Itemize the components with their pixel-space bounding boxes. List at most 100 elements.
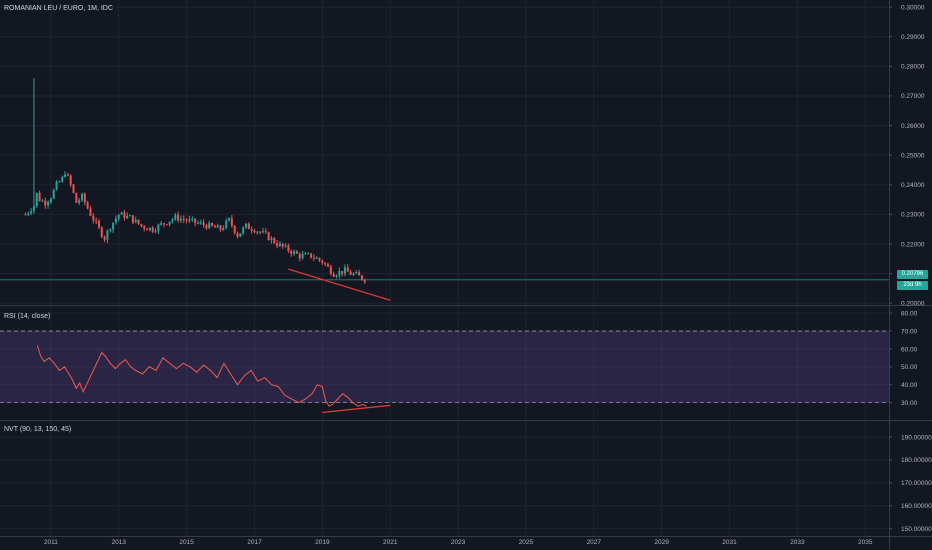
rsi-y-axis-tick-label: 70.00: [901, 328, 918, 335]
candle-body: [310, 253, 313, 258]
candle-body: [58, 181, 61, 183]
candle-body: [69, 175, 72, 185]
rsi-y-axis-tick-label: 30.00: [901, 400, 918, 407]
candle-body: [245, 223, 247, 228]
candle-body: [287, 245, 290, 251]
candle-body: [89, 208, 92, 216]
candle-body: [219, 225, 222, 230]
candle-body: [222, 227, 225, 230]
candle-body: [185, 219, 188, 221]
candle-body: [143, 226, 146, 229]
candle-body: [72, 184, 75, 193]
main-y-axis-tick-label: 0.23000: [901, 212, 925, 219]
candle-body: [247, 223, 250, 230]
x-axis-tick-label: 2025: [519, 539, 534, 546]
candle-body: [273, 238, 276, 244]
candle-body: [154, 230, 157, 232]
x-axis-tick-label: 2023: [451, 539, 466, 546]
candle-body: [168, 221, 171, 225]
rsi-y-axis-tick-label: 80.00: [901, 310, 918, 317]
candle-body: [236, 232, 239, 237]
candle-body: [27, 213, 30, 215]
candle-body: [250, 229, 253, 231]
candle-body: [253, 230, 256, 233]
candle-body: [92, 215, 95, 221]
main-y-axis-tick-label: 0.24000: [901, 182, 925, 189]
candle-body: [315, 258, 318, 260]
rsi-indicator-title[interactable]: RSI (14, close): [4, 313, 51, 320]
candle-body: [194, 218, 197, 223]
candle-body: [284, 245, 287, 247]
candle-body: [211, 223, 214, 226]
nvt-y-axis-tick-label: 170.00000: [901, 480, 932, 487]
last-price-badge: 0.20796: [897, 270, 928, 279]
candle-body: [151, 227, 154, 232]
candle-body: [66, 174, 69, 176]
candle-body: [30, 211, 33, 214]
candle-body: [100, 227, 103, 237]
rsi-y-axis-tick-label: 50.00: [901, 364, 918, 371]
main-y-axis-tick-label: 0.28000: [901, 64, 925, 71]
price-trendline[interactable]: [288, 268, 391, 301]
candle-body: [137, 219, 140, 225]
main-chart-title: ROMANIAN LEU / EURO, 1M, IDC: [4, 5, 113, 12]
candle-body: [293, 251, 296, 254]
main-y-axis-tick-label: 0.27000: [901, 93, 925, 100]
candle-body: [259, 231, 262, 233]
candle-body: [276, 243, 279, 247]
candle-body: [75, 192, 78, 203]
candle-body: [239, 233, 242, 237]
candle-body: [230, 218, 233, 226]
candle-body: [109, 229, 112, 231]
candle-body: [49, 198, 52, 202]
candle-body: [24, 214, 27, 216]
nvt-y-axis-tick-label: 190.00000: [901, 434, 932, 441]
candle-body: [304, 253, 307, 255]
candle-body: [327, 264, 329, 267]
candle-body: [126, 215, 129, 219]
nvt-y-axis-tick-label: 150.00000: [901, 526, 932, 533]
candle-body: [103, 236, 106, 240]
x-axis-tick-label: 2017: [247, 539, 262, 546]
candle-body: [208, 223, 211, 229]
candle-body: [290, 250, 293, 254]
candle-body: [199, 222, 202, 224]
candle-body: [307, 253, 310, 255]
candle-body: [47, 201, 50, 206]
candle-body: [165, 224, 168, 226]
candle-body: [225, 220, 228, 228]
candle-body: [171, 219, 174, 222]
candle-body: [44, 200, 47, 206]
main-y-axis-tick-label: 0.26000: [901, 123, 925, 130]
rsi-trendline[interactable]: [322, 404, 391, 414]
x-axis-tick-label: 2019: [315, 539, 330, 546]
candle-body: [117, 214, 120, 219]
candle-body: [298, 253, 301, 259]
x-axis-tick-label: 2027: [587, 539, 602, 546]
candle-body: [267, 232, 270, 241]
main-y-axis-tick-label: 0.20000: [901, 301, 925, 308]
candle-body: [112, 222, 115, 230]
main-y-axis-tick-label: 0.22000: [901, 241, 925, 248]
candle-body: [140, 224, 143, 227]
x-axis-tick-label: 2029: [654, 539, 669, 546]
x-axis-tick-label: 2015: [179, 539, 194, 546]
candle-body: [81, 193, 83, 201]
candle-body: [146, 228, 149, 231]
x-axis-tick-label: 2031: [722, 539, 737, 546]
rsi-band-fill: [0, 331, 889, 403]
candle-body: [196, 222, 199, 224]
candle-body: [264, 231, 267, 233]
candle-body: [64, 174, 67, 177]
candle-body: [179, 218, 182, 221]
rsi-y-axis-tick-label: 60.00: [901, 346, 918, 353]
x-axis-tick-label: 2033: [790, 539, 805, 546]
candle-body: [114, 218, 117, 223]
rsi-y-axis-tick-label: 40.00: [901, 382, 918, 389]
candle-body: [355, 272, 358, 274]
candle-body: [349, 271, 352, 275]
candle-body: [213, 225, 216, 228]
candle-body: [261, 231, 264, 233]
nvt-indicator-title[interactable]: NVT (90, 13, 150, 45): [4, 426, 72, 433]
